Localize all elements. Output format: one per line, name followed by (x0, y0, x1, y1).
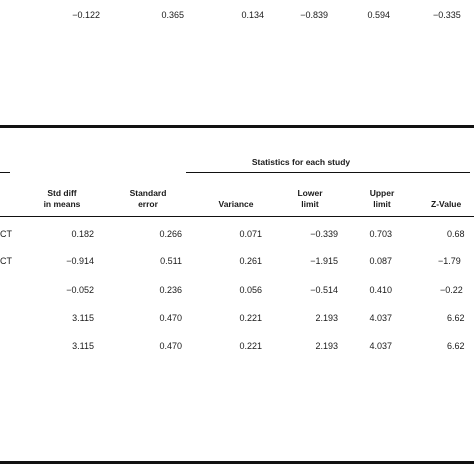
row-label: CT (0, 256, 12, 266)
top-cell-z-value: −0.335 (433, 10, 461, 20)
header-upper-limit: Upper limit (369, 188, 395, 209)
header-z-value: Z-Value (431, 199, 462, 209)
left-header-rule (0, 172, 10, 173)
cell-std-error: 0.266 (159, 229, 182, 239)
cell-std-error: 0.470 (159, 313, 182, 323)
cell-std-diff: 3.115 (72, 341, 94, 351)
top-cell-upper-limit: 0.594 (367, 10, 390, 20)
cell-variance: 0.221 (239, 313, 262, 323)
cell-upper-limit: 4.037 (369, 313, 392, 323)
header-std-diff: Std diff in means (43, 188, 81, 209)
header-lower-limit: Lower limit (297, 188, 323, 209)
cell-std-error: 0.470 (159, 341, 182, 351)
cell-variance: 0.221 (239, 341, 262, 351)
table-bottom-border (0, 461, 474, 464)
cell-std-diff: −0.914 (66, 256, 94, 266)
top-cell-std-diff: −0.122 (72, 10, 100, 20)
section-title-underline (186, 172, 470, 173)
table-top-border (0, 125, 474, 128)
cell-upper-limit: 0.703 (369, 229, 392, 239)
cell-lower-limit: −0.339 (310, 229, 338, 239)
cell-std-error: 0.511 (160, 256, 182, 266)
cell-z-value: −1.79 (438, 256, 461, 266)
header-standard-error: Standard error (129, 188, 167, 209)
header-bottom-rule (0, 216, 474, 217)
cell-lower-limit: −0.514 (310, 285, 338, 295)
cell-upper-limit: 0.087 (369, 256, 392, 266)
cell-variance: 0.071 (239, 229, 262, 239)
cell-z-value: 0.68 (447, 229, 465, 239)
cell-variance: 0.261 (239, 256, 262, 266)
cell-upper-limit: 0.410 (369, 285, 392, 295)
top-cell-lower-limit: −0.839 (300, 10, 328, 20)
cell-z-value: 6.62 (447, 313, 465, 323)
cell-std-error: 0.236 (159, 285, 182, 295)
cell-variance: 0.056 (239, 285, 262, 295)
row-label: CT (0, 229, 12, 239)
cell-upper-limit: 4.037 (369, 341, 392, 351)
top-cell-variance: 0.134 (241, 10, 264, 20)
cell-lower-limit: −1.915 (310, 256, 338, 266)
cell-z-value: −0.22 (440, 285, 463, 295)
header-variance: Variance (218, 199, 254, 209)
cell-std-diff: 0.182 (71, 229, 94, 239)
cell-z-value: 6.62 (447, 341, 465, 351)
cell-std-diff: −0.052 (66, 285, 94, 295)
cell-std-diff: 3.115 (72, 313, 94, 323)
top-cell-std-error: 0.365 (161, 10, 184, 20)
cell-lower-limit: 2.193 (315, 313, 338, 323)
cell-lower-limit: 2.193 (315, 341, 338, 351)
section-title: Statistics for each study (251, 157, 351, 167)
